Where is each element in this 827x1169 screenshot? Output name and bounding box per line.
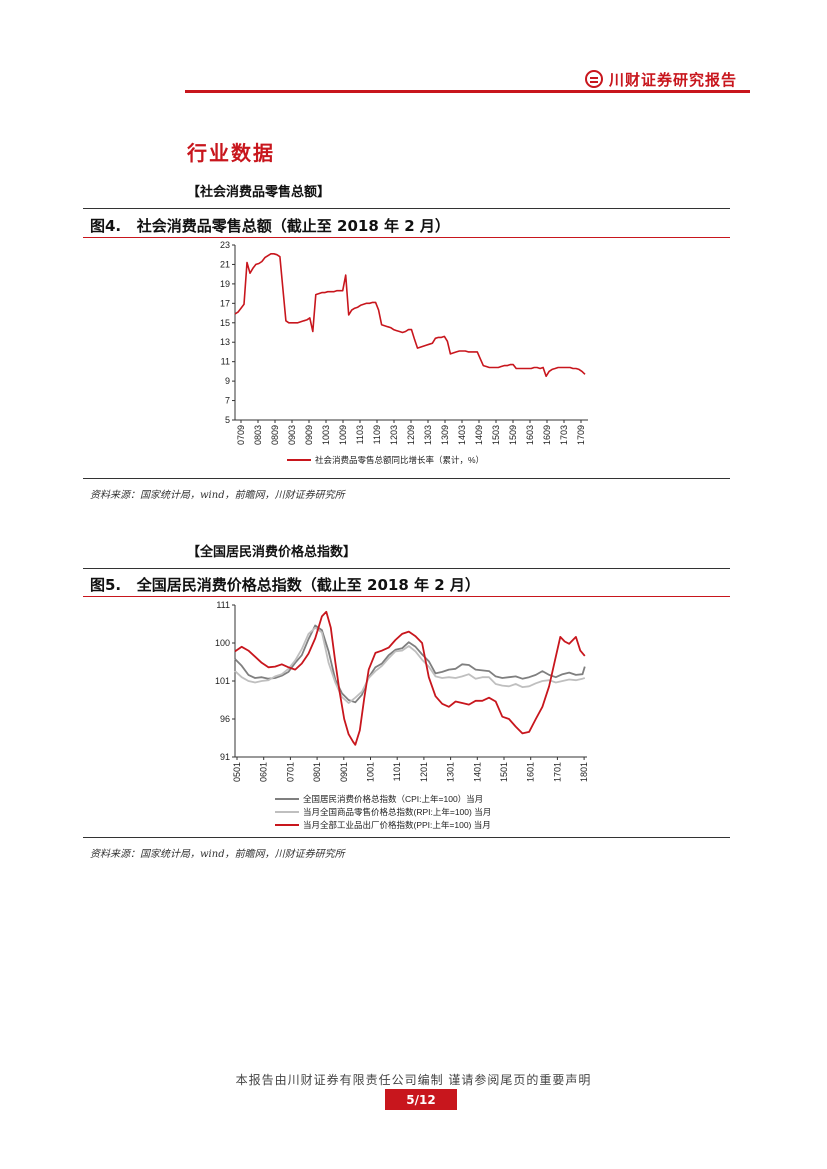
x-tick-label: 1009 bbox=[338, 425, 348, 445]
x-tick-label: 0601 bbox=[259, 762, 269, 782]
figure4-title-rule bbox=[83, 237, 730, 238]
x-tick-label: 1509 bbox=[508, 425, 518, 445]
x-tick-label: 0701 bbox=[285, 762, 295, 782]
x-tick-label: 1701 bbox=[552, 762, 562, 782]
x-tick-label: 1109 bbox=[372, 425, 382, 444]
series-line-1 bbox=[234, 626, 586, 704]
y-tick-label: 5 bbox=[225, 415, 230, 425]
brand-name: 川财证券研究报告 bbox=[609, 70, 738, 89]
x-tick-label: 0909 bbox=[304, 425, 314, 445]
figure5-title-rule bbox=[83, 596, 730, 597]
series-line-0 bbox=[234, 624, 586, 704]
x-tick-label: 1003 bbox=[321, 425, 331, 445]
x-tick-label: 0801 bbox=[312, 762, 322, 782]
x-tick-label: 1409 bbox=[474, 425, 484, 445]
x-tick-label: 1503 bbox=[491, 425, 501, 445]
x-tick-label: 1601 bbox=[526, 762, 536, 782]
figure5-title: 图5. 全国居民消费价格总指数（截止至 2018 年 2 月） bbox=[90, 576, 480, 594]
legend-label: 全国居民消费价格总指数（CPI:上年=100）当月 bbox=[303, 794, 483, 804]
legend-label: 当月全国商品零售价格总指数(RPI:上年=100) 当月 bbox=[303, 807, 491, 817]
y-tick-label: 23 bbox=[220, 240, 230, 250]
x-tick-label: 0501 bbox=[232, 762, 242, 782]
legend-label: 当月全部工业品出厂价格指数(PPI:上年=100) 当月 bbox=[303, 820, 491, 830]
brand-header: 川财证券研究报告 bbox=[585, 68, 737, 90]
section-title: 行业数据 bbox=[187, 141, 275, 165]
x-tick-label: 0809 bbox=[270, 425, 280, 445]
x-tick-label: 1603 bbox=[525, 425, 535, 445]
y-tick-label: 17 bbox=[220, 298, 230, 308]
figure5-subtitle: 【全国居民消费价格总指数】 bbox=[187, 545, 357, 560]
figure4-chart-svg: 5 7 9 11 13 15 17 19 21 23 0709 0803 0809 0903 0909 100… bbox=[220, 240, 588, 465]
header-divider bbox=[185, 90, 750, 93]
figure4-top-rule bbox=[83, 208, 730, 209]
figure4-bottom-rule bbox=[83, 478, 730, 479]
series-line-2 bbox=[234, 610, 586, 746]
x-tick-label: 1201 bbox=[419, 762, 429, 782]
figure5-top-rule bbox=[83, 568, 730, 569]
figure5-chart-svg: 91 96 101 100 111 0501 0601 0701 0801 0901 1001 110… bbox=[215, 600, 589, 830]
y-tick-label: 91 bbox=[220, 752, 230, 762]
y-tick-label: 15 bbox=[220, 318, 230, 328]
x-tick-label: 0709 bbox=[236, 425, 246, 445]
series-line-0 bbox=[234, 253, 586, 378]
figure4-title: 图4. 社会消费品零售总额（截止至 2018 年 2 月） bbox=[90, 217, 450, 235]
x-tick-label: 1203 bbox=[389, 425, 399, 445]
y-tick-label: 9 bbox=[225, 376, 230, 386]
x-tick-label: 1501 bbox=[499, 762, 509, 782]
x-tick-label: 1101 bbox=[392, 762, 402, 781]
x-tick-label: 1209 bbox=[406, 425, 416, 445]
y-tick-label: 11 bbox=[221, 357, 230, 367]
figure5-source: 资料来源：国家统计局，wind，前瞻网，川财证券研究所 bbox=[90, 849, 345, 860]
figure5-bottom-rule bbox=[83, 837, 730, 838]
x-tick-label: 0901 bbox=[339, 762, 349, 782]
figure4-chart: 5 7 9 11 13 15 17 19 21 23 0709 0803 0809 0903 0909 100… bbox=[195, 238, 605, 475]
x-tick-label: 1801 bbox=[579, 762, 589, 782]
legend-label: 社会消费品零售总额同比增长率（累计，%） bbox=[315, 455, 484, 465]
footer-disclaimer: 本报告由川财证券有限责任公司编制 谨请参阅尾页的重要声明 bbox=[235, 1073, 592, 1087]
x-tick-label: 1303 bbox=[423, 425, 433, 445]
company-logo-icon bbox=[585, 70, 603, 88]
x-tick-label: 1609 bbox=[542, 425, 552, 445]
page-number: 5/12 bbox=[385, 1089, 457, 1110]
x-tick-label: 1309 bbox=[440, 425, 450, 445]
x-tick-label: 1001 bbox=[366, 762, 376, 782]
figure4-source: 资料来源：国家统计局，wind，前瞻网，川财证券研究所 bbox=[90, 490, 345, 501]
y-tick-label: 101 bbox=[215, 676, 230, 686]
y-tick-label: 19 bbox=[220, 279, 230, 289]
x-tick-label: 1403 bbox=[457, 425, 467, 445]
y-tick-label: 100 bbox=[215, 638, 230, 648]
x-tick-label: 1103 bbox=[355, 425, 365, 444]
figure5-chart: 91 96 101 100 111 0501 0601 0701 0801 0901 1001 110… bbox=[195, 597, 605, 837]
x-tick-label: 1401 bbox=[472, 762, 482, 782]
x-tick-label: 1301 bbox=[446, 762, 456, 782]
y-tick-label: 21 bbox=[220, 259, 230, 269]
x-tick-label: 0803 bbox=[253, 425, 263, 445]
y-tick-label: 7 bbox=[225, 396, 230, 406]
y-tick-label: 13 bbox=[220, 337, 230, 347]
y-tick-label: 96 bbox=[220, 714, 230, 724]
x-tick-label: 0903 bbox=[287, 425, 297, 445]
figure4-subtitle: 【社会消费品零售总额】 bbox=[187, 185, 331, 200]
x-tick-label: 1703 bbox=[559, 425, 569, 445]
x-tick-label: 1709 bbox=[576, 425, 586, 445]
y-tick-label: 111 bbox=[216, 600, 230, 610]
